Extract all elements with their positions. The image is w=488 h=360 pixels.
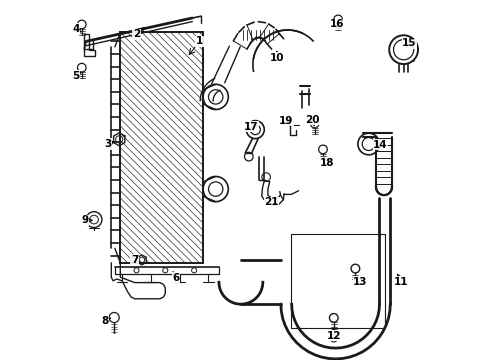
Bar <box>120 32 203 263</box>
Text: 17: 17 <box>243 122 258 132</box>
Text: 4: 4 <box>72 24 80 34</box>
Text: 15: 15 <box>401 38 416 48</box>
Text: 8: 8 <box>102 316 109 326</box>
Text: 5: 5 <box>72 71 80 81</box>
Text: 19: 19 <box>278 116 292 126</box>
Text: 18: 18 <box>319 158 334 168</box>
Text: 9: 9 <box>81 215 89 225</box>
Text: 2: 2 <box>133 29 140 39</box>
Polygon shape <box>84 34 95 56</box>
Text: 7: 7 <box>131 255 138 265</box>
Text: 13: 13 <box>352 276 367 287</box>
Text: 6: 6 <box>172 273 180 283</box>
Text: 20: 20 <box>305 114 319 125</box>
Bar <box>120 32 203 263</box>
Text: 12: 12 <box>326 330 340 341</box>
Text: 11: 11 <box>393 276 407 287</box>
Text: 3: 3 <box>104 139 111 149</box>
Circle shape <box>388 35 417 64</box>
Circle shape <box>86 212 102 228</box>
Text: 21: 21 <box>264 197 278 207</box>
Text: 14: 14 <box>372 140 387 150</box>
Bar <box>291 234 384 328</box>
Text: 10: 10 <box>269 53 284 63</box>
Text: 16: 16 <box>329 19 344 30</box>
Text: 1: 1 <box>196 36 203 46</box>
